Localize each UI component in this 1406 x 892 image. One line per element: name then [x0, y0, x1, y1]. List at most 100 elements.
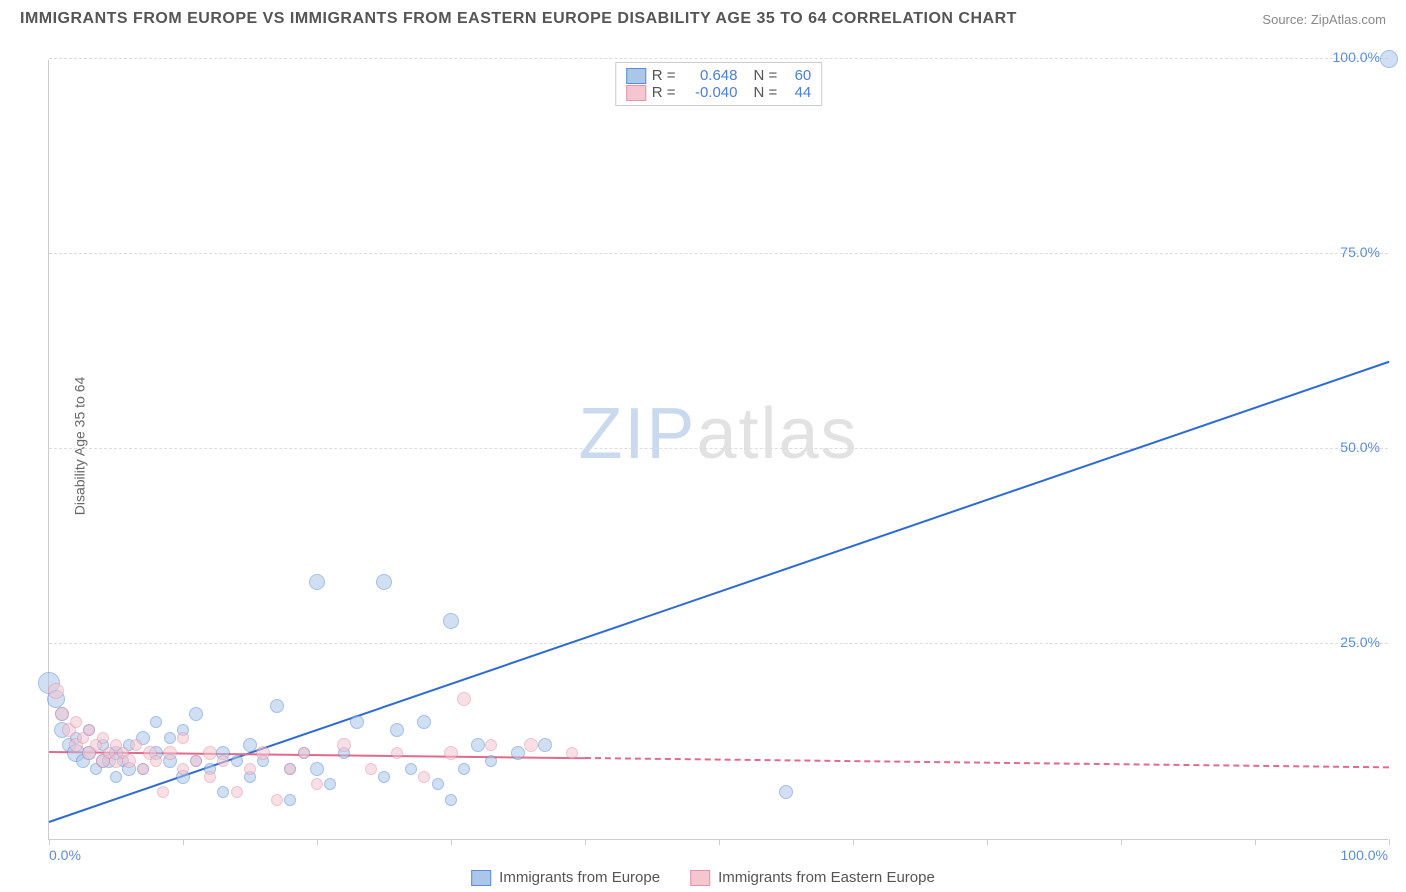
data-point: [417, 715, 431, 729]
x-tick-mark: [1389, 839, 1390, 845]
data-point: [270, 699, 284, 713]
x-tick-mark: [317, 839, 318, 845]
data-point: [130, 739, 142, 751]
legend-swatch-eastern-b: [690, 870, 710, 886]
plot-area: ZIPatlas R = 0.648 N = 60 R = -0.040 N =…: [48, 60, 1388, 840]
legend-r-label-2: R =: [652, 84, 676, 101]
data-point: [405, 763, 417, 775]
data-point: [190, 755, 202, 767]
legend-item-europe: Immigrants from Europe: [471, 869, 660, 886]
data-point: [203, 746, 217, 760]
x-tick-mark: [183, 839, 184, 845]
data-point: [511, 746, 525, 760]
legend-r-value-europe: 0.648: [682, 67, 738, 84]
data-point: [110, 771, 122, 783]
data-point: [231, 755, 243, 767]
gridline-h: [49, 253, 1388, 254]
data-point: [1380, 50, 1398, 68]
data-point: [137, 763, 149, 775]
data-point: [485, 755, 497, 767]
legend-swatch-eastern: [626, 85, 646, 101]
data-point: [83, 724, 95, 736]
data-point: [177, 763, 189, 775]
source-label: Source: ZipAtlas.com: [1262, 12, 1386, 27]
data-point: [55, 707, 69, 721]
data-point: [217, 755, 229, 767]
y-tick-label: 100.0%: [1333, 49, 1380, 65]
data-point: [311, 778, 323, 790]
data-point: [443, 613, 459, 629]
data-point: [337, 738, 351, 752]
x-tick-mark: [719, 839, 720, 845]
data-point: [122, 754, 136, 768]
legend-swatch-europe: [626, 68, 646, 84]
data-point: [390, 723, 404, 737]
data-point: [310, 762, 324, 776]
x-tick-mark: [451, 839, 452, 845]
gridline-h: [49, 448, 1388, 449]
trend-line: [585, 757, 1389, 768]
legend-r-value-eastern: -0.040: [682, 84, 738, 101]
legend-n-value-europe: 60: [783, 67, 811, 84]
data-point: [391, 747, 403, 759]
data-point: [48, 683, 64, 699]
legend-row-eastern: R = -0.040 N = 44: [626, 84, 812, 101]
legend-row-europe: R = 0.648 N = 60: [626, 67, 812, 84]
legend-r-label: R =: [652, 67, 676, 84]
gridline-h: [49, 58, 1388, 59]
chart-title: IMMIGRANTS FROM EUROPE VS IMMIGRANTS FRO…: [20, 10, 1017, 28]
data-point: [779, 785, 793, 799]
legend-n-value-eastern: 44: [783, 84, 811, 101]
data-point: [445, 794, 457, 806]
x-tick-mark: [585, 839, 586, 845]
data-point: [457, 692, 471, 706]
legend-item-eastern: Immigrants from Eastern Europe: [690, 869, 935, 886]
data-point: [444, 746, 458, 760]
source-prefix: Source:: [1262, 12, 1307, 27]
data-point: [365, 763, 377, 775]
data-point: [97, 732, 109, 744]
legend-series: Immigrants from Europe Immigrants from E…: [471, 869, 935, 886]
x-tick-0: 0.0%: [49, 847, 81, 863]
legend-n-label-2: N =: [754, 84, 778, 101]
data-point: [298, 747, 310, 759]
x-tick-100: 100.0%: [1341, 847, 1388, 863]
legend-swatch-europe-b: [471, 870, 491, 886]
data-point: [350, 715, 364, 729]
data-point: [566, 747, 578, 759]
data-point: [189, 707, 203, 721]
x-tick-mark: [987, 839, 988, 845]
x-tick-mark: [1121, 839, 1122, 845]
legend-label-europe: Immigrants from Europe: [499, 869, 660, 886]
x-tick-mark: [49, 839, 50, 845]
data-point: [70, 716, 82, 728]
data-point: [538, 738, 552, 752]
data-point: [471, 738, 485, 752]
data-point: [524, 738, 538, 752]
data-point: [309, 574, 325, 590]
data-point: [244, 763, 256, 775]
watermark: ZIPatlas: [578, 393, 858, 475]
data-point: [150, 716, 162, 728]
data-point: [163, 746, 177, 760]
data-point: [164, 732, 176, 744]
data-point: [204, 771, 216, 783]
data-point: [324, 778, 336, 790]
data-point: [376, 574, 392, 590]
x-tick-mark: [1255, 839, 1256, 845]
data-point: [284, 763, 296, 775]
data-point: [256, 746, 270, 760]
source-value: ZipAtlas.com: [1311, 12, 1386, 27]
data-point: [177, 732, 189, 744]
data-point: [150, 755, 162, 767]
data-point: [432, 778, 444, 790]
data-point: [485, 739, 497, 751]
data-point: [418, 771, 430, 783]
data-point: [157, 786, 169, 798]
legend-n-label: N =: [754, 67, 778, 84]
y-tick-label: 50.0%: [1340, 439, 1380, 455]
watermark-zip: ZIP: [578, 394, 696, 474]
x-tick-mark: [853, 839, 854, 845]
data-point: [231, 786, 243, 798]
data-point: [378, 771, 390, 783]
